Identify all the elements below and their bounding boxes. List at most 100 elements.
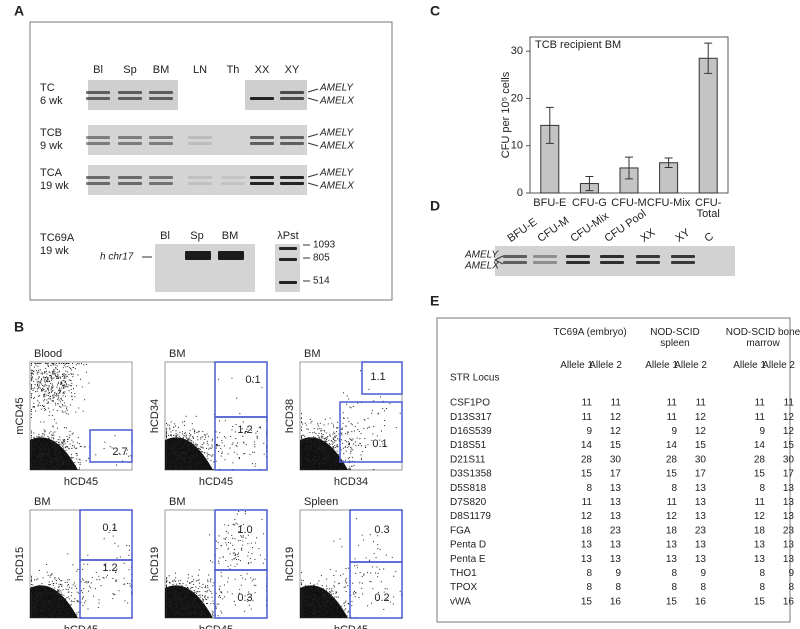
cell-dot xyxy=(306,457,307,458)
cell-dot xyxy=(318,449,319,450)
cell-dot xyxy=(35,461,36,462)
cell-dot xyxy=(185,606,186,607)
cell-dot xyxy=(46,590,47,591)
cell-dot xyxy=(333,606,334,607)
cell-dot xyxy=(324,595,325,596)
cell-dot xyxy=(202,603,203,604)
cell-dot xyxy=(181,603,182,604)
cell-dot xyxy=(367,444,368,445)
cell-dot xyxy=(176,591,177,592)
cell-dot xyxy=(235,431,236,432)
cell-dot xyxy=(52,371,53,372)
cell-dot xyxy=(48,438,49,439)
cell-dot xyxy=(40,587,41,588)
cell-dot xyxy=(206,448,207,449)
cell-dot xyxy=(185,461,186,462)
cell-dot xyxy=(63,441,64,442)
cell-dot xyxy=(219,432,220,433)
cell-dot xyxy=(311,461,312,462)
cell-dot xyxy=(191,598,192,599)
cell-dot xyxy=(31,409,32,410)
cell-dot xyxy=(168,587,169,588)
cell-dot xyxy=(357,567,358,568)
cell-dot xyxy=(194,466,195,467)
cell-dot xyxy=(376,557,377,558)
cell-dot xyxy=(31,435,32,436)
cell-dot xyxy=(59,617,60,618)
lane-label: XX xyxy=(255,64,270,76)
cell-dot xyxy=(63,614,64,615)
cell-dot xyxy=(70,404,71,405)
cell-dot xyxy=(305,458,306,459)
cell-dot xyxy=(310,596,311,597)
allele-value: 13 xyxy=(695,511,707,522)
cell-dot xyxy=(350,449,351,450)
cell-dot xyxy=(31,375,32,376)
cell-dot xyxy=(43,453,44,454)
allele-value: 13 xyxy=(581,554,593,565)
cell-dot xyxy=(335,616,336,617)
cell-dot xyxy=(257,438,258,439)
bracket xyxy=(308,89,318,101)
cell-dot xyxy=(197,467,198,468)
cell-dot xyxy=(82,597,83,598)
cell-dot xyxy=(396,427,397,428)
cell-dot xyxy=(51,574,52,575)
cell-dot xyxy=(99,579,100,580)
cell-dot xyxy=(320,607,321,608)
cell-dot xyxy=(60,378,61,379)
cell-dot xyxy=(49,593,50,594)
cell-dot xyxy=(195,601,196,602)
cell-dot xyxy=(39,455,40,456)
cell-dot xyxy=(166,437,167,438)
cell-dot xyxy=(51,441,52,442)
cell-dot xyxy=(307,459,308,460)
cell-dot xyxy=(351,431,352,432)
cell-dot xyxy=(235,555,236,556)
y-axis-label: hCD19 xyxy=(149,547,161,581)
cell-dot xyxy=(31,463,32,464)
cell-dot xyxy=(72,463,73,464)
cell-dot xyxy=(190,434,191,435)
cell-dot xyxy=(31,461,32,462)
cell-dot xyxy=(351,423,352,424)
cell-dot xyxy=(107,575,108,576)
cell-dot xyxy=(336,431,337,432)
cell-dot xyxy=(199,448,200,449)
cell-dot xyxy=(37,400,38,401)
cell-dot xyxy=(58,609,59,610)
cell-dot xyxy=(326,449,327,450)
cell-dot xyxy=(62,443,63,444)
cell-dot xyxy=(42,439,43,440)
cell-dot xyxy=(309,597,310,598)
cell-dot xyxy=(304,436,305,437)
cell-dot xyxy=(124,584,125,585)
cell-dot xyxy=(320,439,321,440)
cell-dot xyxy=(62,456,63,457)
cell-dot xyxy=(35,464,36,465)
cell-dot xyxy=(61,383,62,384)
cell-dot xyxy=(53,373,54,374)
cell-dot xyxy=(48,451,49,452)
cell-dot xyxy=(205,615,206,616)
cell-dot xyxy=(351,466,352,467)
cell-dot xyxy=(331,605,332,606)
cell-dot xyxy=(329,454,330,455)
cell-dot xyxy=(192,451,193,452)
cell-dot xyxy=(46,616,47,617)
cell-dot xyxy=(261,519,262,520)
cell-dot xyxy=(211,445,212,446)
cell-dot xyxy=(80,459,81,460)
cell-dot xyxy=(98,576,99,577)
cell-dot xyxy=(207,465,208,466)
cell-dot xyxy=(315,617,316,618)
cell-dot xyxy=(51,392,52,393)
panel-label: A xyxy=(14,3,24,19)
cell-dot xyxy=(304,438,305,439)
cell-dot xyxy=(42,388,43,389)
cell-dot xyxy=(78,437,79,438)
cell-dot xyxy=(186,617,187,618)
cell-dot xyxy=(236,559,237,560)
cell-dot xyxy=(31,414,32,415)
cell-dot xyxy=(355,426,356,427)
